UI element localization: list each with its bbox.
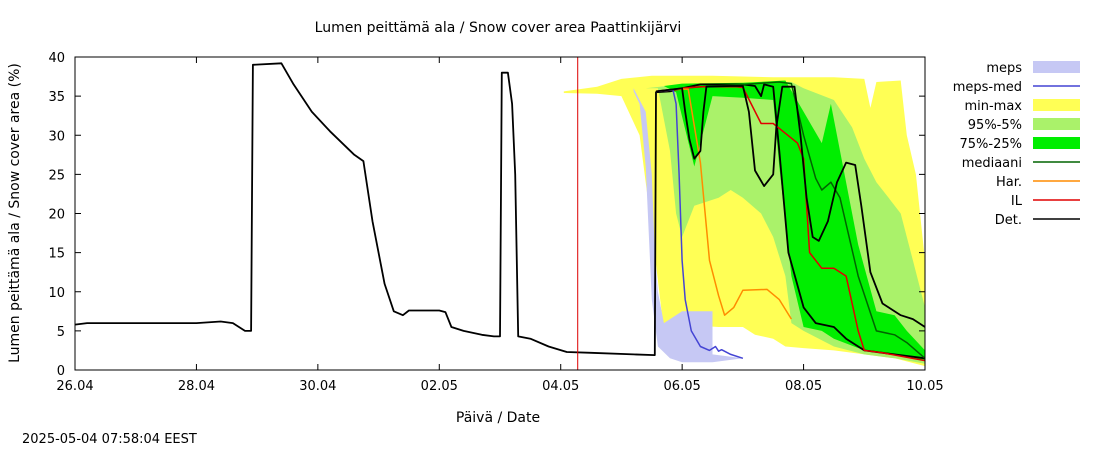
x-tick-label: 30.04 <box>299 379 336 394</box>
x-axis-label: Päivä / Date <box>456 410 540 426</box>
ticks-layer: 0 5 10 15 20 25 30 35 40 26.04 28.04 30.04 02.05 04.0… <box>48 51 943 394</box>
y-tick-label: 40 <box>48 51 65 66</box>
legend-swatch-p95-5 <box>1033 118 1080 130</box>
y-tick-label: 30 <box>48 129 65 144</box>
band-meps <box>633 88 743 363</box>
x-tick-label: 28.04 <box>178 379 215 394</box>
x-tick-label: 08.05 <box>785 379 822 394</box>
y-tick-label: 0 <box>57 364 65 379</box>
y-tick-label: 35 <box>48 90 65 105</box>
legend-label-meps-med: meps-med <box>953 80 1022 95</box>
y-tick-label: 5 <box>57 325 65 340</box>
legend-label-det: Det. <box>995 213 1022 228</box>
series-line-det <box>74 62 926 360</box>
legend-label-p95-5: 95%-5% <box>968 118 1022 133</box>
band-p75-25 <box>663 80 925 361</box>
legend-label-har: Har. <box>996 175 1022 190</box>
legend-label-mediaani: mediaani <box>962 156 1022 171</box>
series-line-har <box>655 88 793 320</box>
x-tick-label: 10.05 <box>906 379 943 394</box>
bands-layer <box>563 75 925 367</box>
legend-swatch-meps <box>1033 61 1080 73</box>
timestamp: 2025-05-04 07:58:04 EEST <box>22 432 197 447</box>
x-tick-label: 02.05 <box>421 379 458 394</box>
y-tick-label: 20 <box>48 208 65 223</box>
legend-label-min-max: min-max <box>964 99 1022 114</box>
lines-layer <box>74 62 926 362</box>
legend-swatch-min-max <box>1033 99 1080 111</box>
chart-title: Lumen peittämä ala / Snow cover area Paa… <box>315 20 682 36</box>
x-tick-label: 04.05 <box>542 379 579 394</box>
legend-swatch-p75-25 <box>1033 137 1080 149</box>
legend-label-meps: meps <box>986 61 1022 76</box>
legend-label-il: IL <box>1011 194 1023 209</box>
y-tick-label: 15 <box>48 247 65 262</box>
series-line-det-forecast <box>655 85 926 328</box>
x-tick-label: 06.05 <box>664 379 701 394</box>
legend: meps meps-med min-max 95%-5% 75%-25% mediaani… <box>953 61 1080 228</box>
y-tick-label: 25 <box>48 168 65 183</box>
y-tick-label: 10 <box>48 286 65 301</box>
series-line-meps-med <box>655 89 744 360</box>
legend-label-p75-25: 75%-25% <box>960 137 1022 152</box>
x-tick-label: 26.04 <box>56 379 93 394</box>
y-axis-label: Lumen peittämä ala / Snow cover area (%) <box>7 63 23 363</box>
